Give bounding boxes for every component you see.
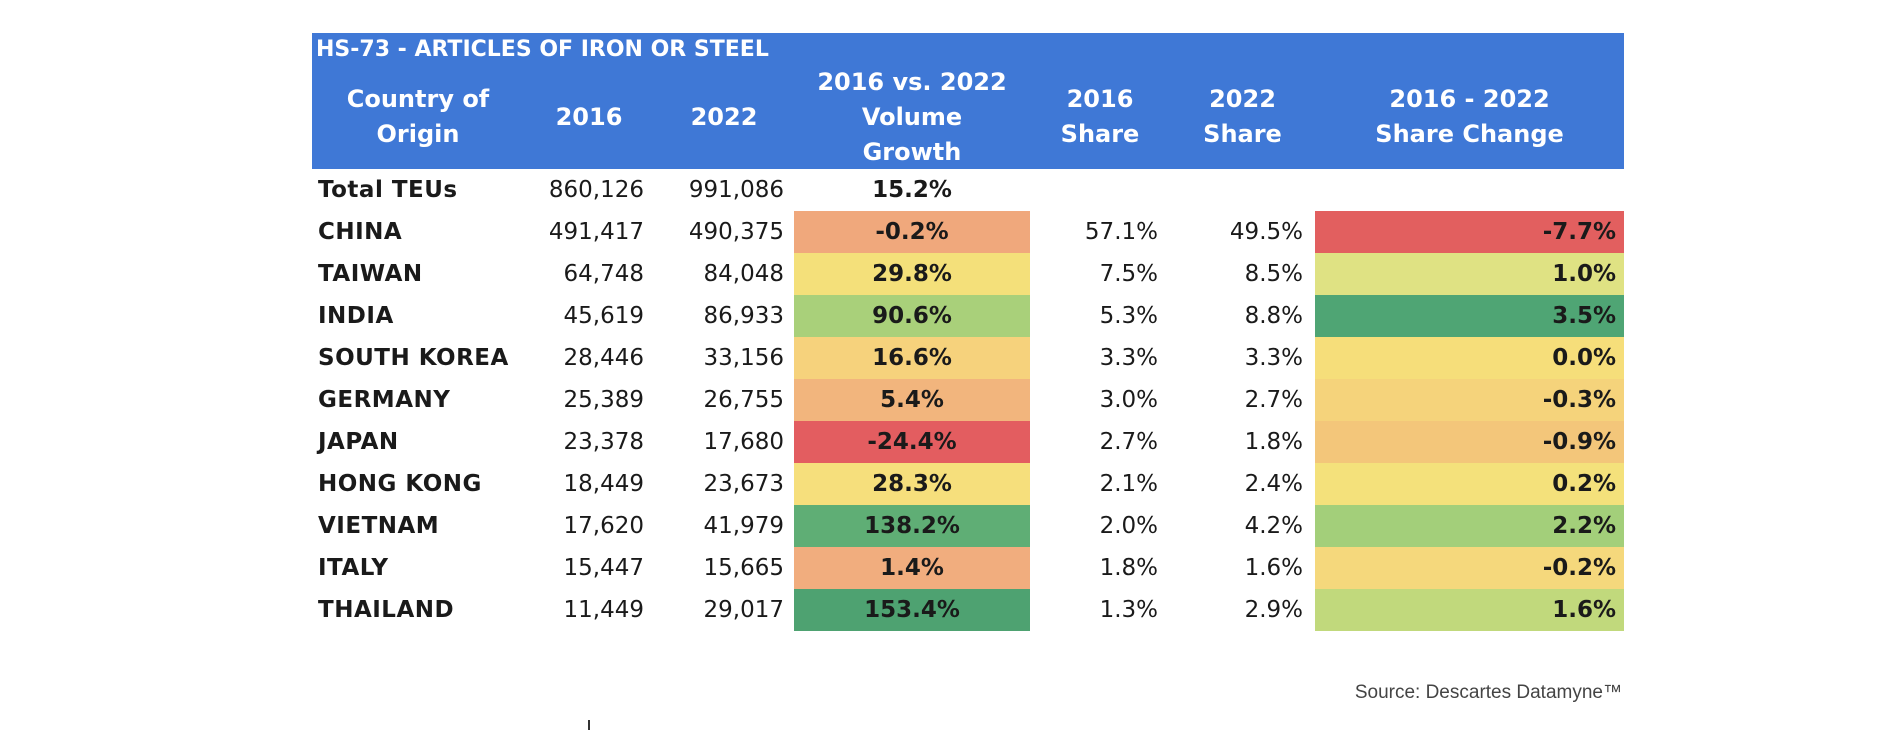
share-2016-cell: 57.1%	[1084, 219, 1158, 246]
country-cell: SOUTH KOREA	[318, 345, 509, 372]
value-2022-cell: 490,375	[688, 219, 784, 246]
table-row: JAPAN 23,378 17,680 -24.4% 2.7% 1.8% -0.9%	[312, 421, 1625, 464]
source-note: Source: Descartes Datamyne™	[1354, 682, 1622, 703]
data-table: HS-73 - ARTICLES OF IRON OR STEEL Countr…	[312, 33, 1625, 632]
share-2016-cell: 5.3%	[1099, 303, 1158, 330]
volume-growth-cell: 1.4%	[794, 547, 1030, 590]
country-cell: VIETNAM	[318, 513, 440, 540]
share-change-cell: -0.2%	[1315, 547, 1625, 590]
table-row: THAILAND 11,449 29,017 153.4% 1.3% 2.9% 1.6%	[312, 589, 1625, 632]
table-row: INDIA 45,619 86,933 90.6% 5.3% 8.8% 3.5%	[312, 295, 1625, 338]
volume-growth-cell: 16.6%	[794, 337, 1030, 380]
value-2016-cell: 45,619	[563, 303, 644, 330]
share-2022-cell: 2.7%	[1244, 387, 1303, 414]
header-share-change: 2016 - 2022 Share Change	[1315, 65, 1625, 170]
share-2022-cell: 8.8%	[1244, 303, 1303, 330]
volume-growth-cell: 5.4%	[794, 379, 1030, 422]
value-2016-cell: 18,449	[563, 471, 644, 498]
value-2022-cell: 26,755	[703, 387, 784, 414]
country-cell: ITALY	[318, 555, 389, 582]
share-2016-cell: 3.0%	[1099, 387, 1158, 414]
value-2016-cell: 15,447	[563, 555, 644, 582]
volume-growth-cell: 138.2%	[794, 505, 1030, 548]
country-cell: GERMANY	[318, 387, 451, 414]
country-cell: HONG KONG	[318, 471, 482, 498]
volume-growth-cell: 28.3%	[794, 463, 1030, 506]
value-2022-cell: 17,680	[703, 429, 784, 456]
header-2016: 2016	[524, 65, 654, 170]
share-2022-cell: 8.5%	[1244, 261, 1303, 288]
header-2022: 2022	[654, 65, 794, 170]
country-cell: THAILAND	[318, 597, 455, 624]
total-2016: 860,126	[524, 169, 654, 212]
share-change-cell: 0.0%	[1315, 337, 1625, 380]
share-change-cell: 3.5%	[1315, 295, 1625, 338]
share-2022-cell: 2.9%	[1244, 597, 1303, 624]
share-change-cell: -0.3%	[1315, 379, 1625, 422]
value-2016-cell: 64,748	[563, 261, 644, 288]
total-growth: 15.2%	[794, 169, 1030, 212]
share-2016-cell: 3.3%	[1099, 345, 1158, 372]
share-change-cell: -0.9%	[1315, 421, 1625, 464]
table-title: HS-73 - ARTICLES OF IRON OR STEEL	[312, 33, 1625, 65]
value-2016-cell: 491,417	[548, 219, 644, 246]
volume-growth-cell: -0.2%	[794, 211, 1030, 254]
volume-growth-cell: 29.8%	[794, 253, 1030, 296]
value-2022-cell: 29,017	[703, 597, 784, 624]
value-2016-cell: 28,446	[563, 345, 644, 372]
volume-growth-cell: 90.6%	[794, 295, 1030, 338]
total-2022: 991,086	[654, 169, 794, 212]
table-row: TAIWAN 64,748 84,048 29.8% 7.5% 8.5% 1.0%	[312, 253, 1625, 296]
header-2016-share: 2016 Share	[1030, 65, 1170, 170]
total-label: Total TEUs	[312, 169, 524, 212]
share-2022-cell: 2.4%	[1244, 471, 1303, 498]
share-2016-cell: 2.1%	[1099, 471, 1158, 498]
value-2022-cell: 86,933	[703, 303, 784, 330]
total-row: Total TEUs 860,126 991,086 15.2%	[312, 169, 1625, 212]
volume-growth-cell: 153.4%	[794, 589, 1030, 632]
table-body: Total TEUs 860,126 991,086 15.2% CHINA 49…	[312, 169, 1625, 632]
share-change-cell: 1.0%	[1315, 253, 1625, 296]
value-2022-cell: 41,979	[703, 513, 784, 540]
share-2022-cell: 3.3%	[1244, 345, 1303, 372]
table-row: VIETNAM 17,620 41,979 138.2% 2.0% 4.2% 2.2%	[312, 505, 1625, 548]
share-2016-cell: 1.8%	[1099, 555, 1158, 582]
value-2022-cell: 33,156	[703, 345, 784, 372]
table-row: SOUTH KOREA 28,446 33,156 16.6% 3.3% 3.3% 0.0%	[312, 337, 1625, 380]
share-change-cell: 0.2%	[1315, 463, 1625, 506]
share-2022-cell: 49.5%	[1229, 219, 1303, 246]
value-2022-cell: 84,048	[703, 261, 784, 288]
value-2022-cell: 23,673	[703, 471, 784, 498]
header-volume-growth: 2016 vs. 2022 Volume Growth	[794, 65, 1030, 170]
share-2022-cell: 4.2%	[1244, 513, 1303, 540]
value-2016-cell: 11,449	[563, 597, 644, 624]
value-2016-cell: 23,378	[563, 429, 644, 456]
table-row: ITALY 15,447 15,665 1.4% 1.8% 1.6% -0.2%	[312, 547, 1625, 590]
country-cell: CHINA	[318, 219, 403, 246]
share-change-cell: -7.7%	[1315, 211, 1625, 254]
share-2016-cell: 2.0%	[1099, 513, 1158, 540]
share-2016-cell: 1.3%	[1099, 597, 1158, 624]
header-extension	[1030, 169, 1625, 212]
value-2022-cell: 15,665	[703, 555, 784, 582]
country-cell: JAPAN	[318, 429, 399, 456]
value-2016-cell: 17,620	[563, 513, 644, 540]
table-row: GERMANY 25,389 26,755 5.4% 3.0% 2.7% -0.3%	[312, 379, 1625, 422]
header-country: Country of Origin	[312, 65, 524, 170]
value-2016-cell: 25,389	[563, 387, 644, 414]
share-2016-cell: 2.7%	[1099, 429, 1158, 456]
stray-mark	[588, 720, 590, 730]
share-2022-cell: 1.8%	[1244, 429, 1303, 456]
country-cell: TAIWAN	[318, 261, 423, 288]
share-2022-cell: 1.6%	[1244, 555, 1303, 582]
table-row: CHINA 491,417 490,375 -0.2% 57.1% 49.5% -7.7%	[312, 211, 1625, 254]
table-row: HONG KONG 18,449 23,673 28.3% 2.1% 2.4% 0.2%	[312, 463, 1625, 506]
header-2022-share: 2022 Share	[1170, 65, 1315, 170]
country-cell: INDIA	[318, 303, 394, 330]
share-2016-cell: 7.5%	[1099, 261, 1158, 288]
volume-growth-cell: -24.4%	[794, 421, 1030, 464]
share-change-cell: 1.6%	[1315, 589, 1625, 632]
share-change-cell: 2.2%	[1315, 505, 1625, 548]
